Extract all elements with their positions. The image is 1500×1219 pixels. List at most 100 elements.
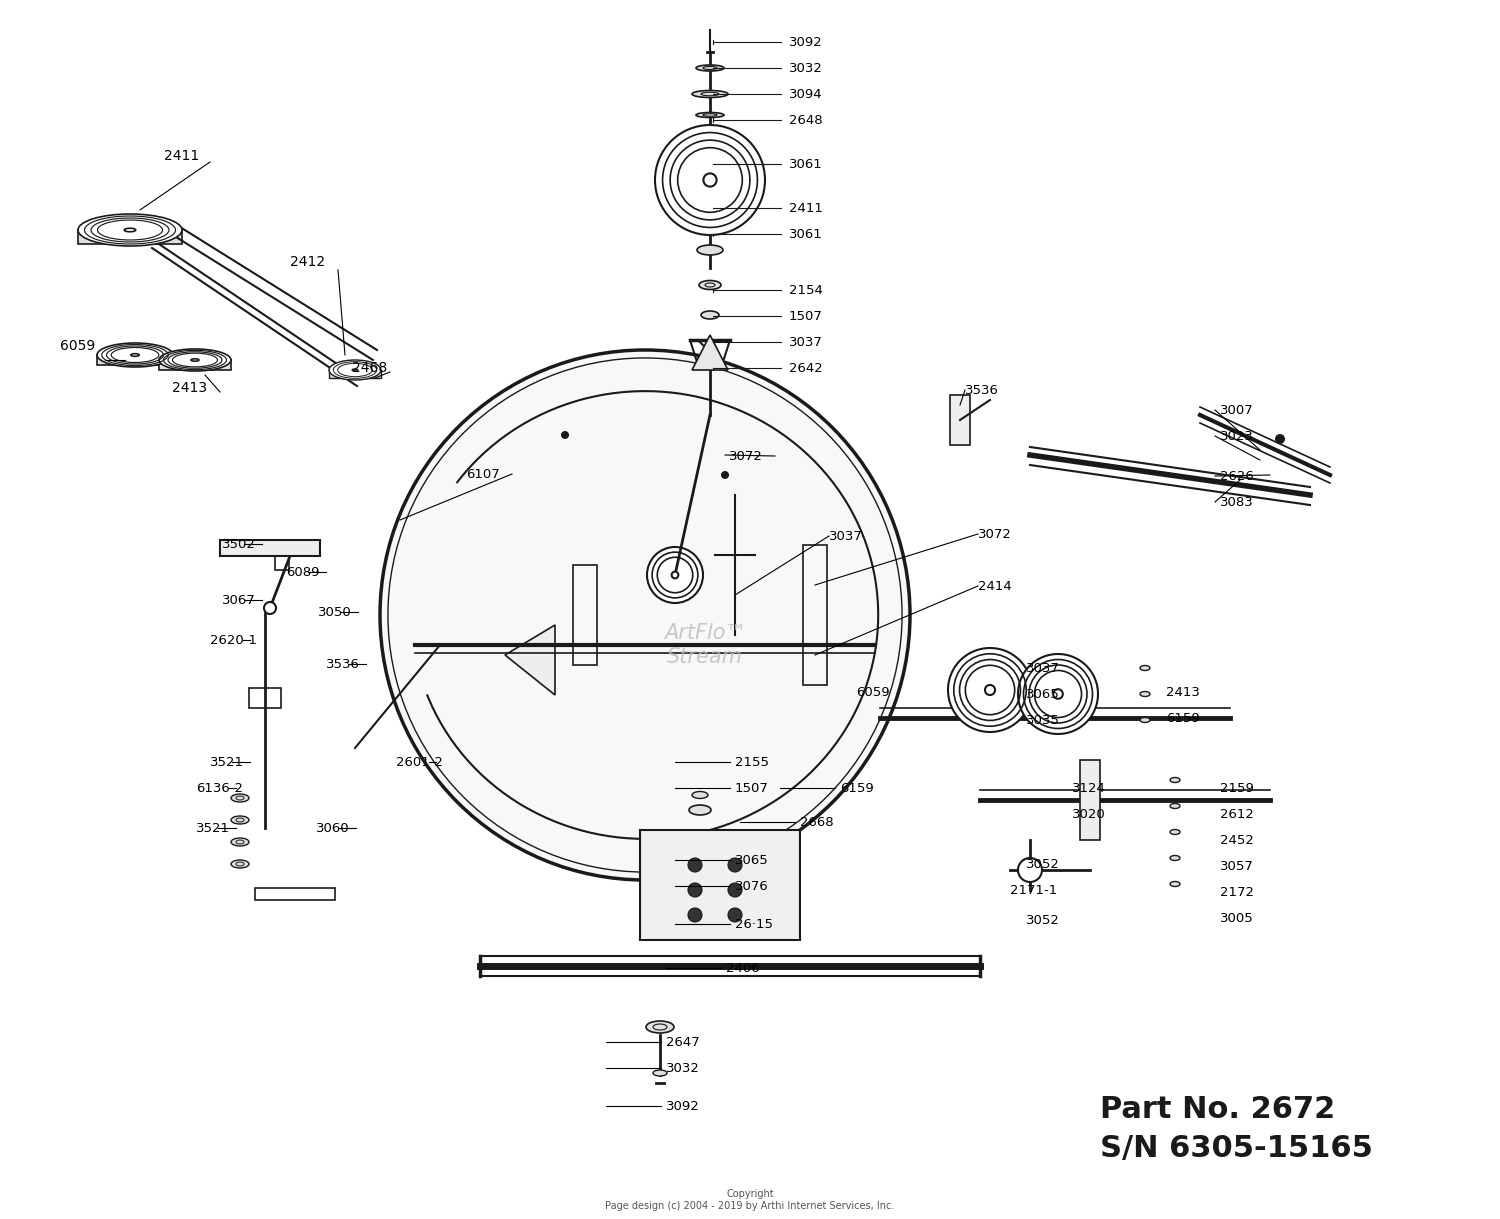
Text: 2411: 2411	[164, 149, 200, 163]
Text: 3032: 3032	[666, 1062, 700, 1074]
Text: 6059: 6059	[60, 339, 96, 354]
Text: 3536: 3536	[326, 657, 360, 670]
Polygon shape	[692, 335, 728, 371]
Polygon shape	[78, 230, 182, 244]
Text: 3035: 3035	[1026, 713, 1060, 727]
Bar	[1080, 759, 1100, 840]
Bar	[220, 540, 320, 556]
Circle shape	[728, 883, 742, 897]
Circle shape	[986, 685, 994, 695]
Text: Part No. 2672: Part No. 2672	[1100, 1096, 1335, 1124]
Ellipse shape	[231, 816, 249, 824]
Text: S/N 6305-15165: S/N 6305-15165	[1100, 1134, 1372, 1163]
Bar	[640, 830, 800, 940]
Circle shape	[672, 572, 678, 578]
Circle shape	[1053, 689, 1064, 698]
Text: 6159: 6159	[840, 781, 873, 795]
Ellipse shape	[1170, 803, 1180, 808]
Bar	[573, 564, 597, 666]
Circle shape	[656, 126, 765, 235]
Text: 2414: 2414	[978, 579, 1011, 592]
Text: 2413: 2413	[1166, 685, 1200, 698]
Text: 6159: 6159	[1166, 712, 1200, 724]
Text: 2155: 2155	[735, 756, 770, 768]
Text: 3536: 3536	[964, 384, 999, 396]
Text: 3037: 3037	[789, 335, 824, 349]
Text: 2154: 2154	[789, 284, 824, 296]
Circle shape	[688, 858, 702, 872]
Text: 3072: 3072	[978, 528, 1012, 540]
Ellipse shape	[1170, 829, 1180, 835]
Ellipse shape	[1140, 666, 1150, 670]
Text: 3067: 3067	[222, 594, 255, 607]
Text: 6059: 6059	[856, 685, 889, 698]
Text: 6136-2: 6136-2	[196, 781, 243, 795]
Text: 3124: 3124	[1072, 781, 1106, 795]
Text: 2406: 2406	[726, 962, 759, 974]
Text: 2612: 2612	[1220, 807, 1254, 820]
Text: 6107: 6107	[466, 468, 500, 480]
Ellipse shape	[1170, 778, 1180, 783]
Ellipse shape	[1140, 718, 1150, 723]
Text: 3037: 3037	[830, 529, 862, 542]
Circle shape	[728, 858, 742, 872]
Text: 3032: 3032	[789, 61, 824, 74]
Text: 3037: 3037	[1026, 662, 1060, 674]
Ellipse shape	[1170, 881, 1180, 886]
Text: 3005: 3005	[1220, 912, 1254, 924]
Ellipse shape	[652, 1070, 668, 1076]
Text: 2668: 2668	[800, 816, 834, 829]
Text: 3007: 3007	[1220, 403, 1254, 417]
Ellipse shape	[696, 65, 724, 71]
Ellipse shape	[646, 1022, 674, 1032]
Polygon shape	[506, 625, 555, 695]
Ellipse shape	[231, 794, 249, 802]
Text: 3521: 3521	[210, 756, 244, 768]
Text: 3065: 3065	[735, 853, 768, 867]
Circle shape	[704, 173, 717, 187]
Circle shape	[380, 350, 910, 880]
Ellipse shape	[700, 311, 718, 319]
Circle shape	[728, 908, 742, 922]
Ellipse shape	[352, 369, 358, 371]
Ellipse shape	[699, 280, 721, 289]
Text: 2413: 2413	[172, 382, 207, 395]
Circle shape	[1019, 858, 1042, 883]
Ellipse shape	[231, 837, 249, 846]
Circle shape	[646, 547, 704, 603]
Text: ArtFlo™
Stream: ArtFlo™ Stream	[664, 623, 746, 667]
Text: 6089: 6089	[286, 566, 320, 579]
Bar	[249, 688, 280, 708]
Text: 2412: 2412	[290, 255, 326, 269]
Ellipse shape	[130, 354, 140, 356]
Text: 3057: 3057	[1220, 859, 1254, 873]
Text: 3092: 3092	[666, 1100, 699, 1113]
Text: 3061: 3061	[789, 228, 822, 240]
Bar	[274, 556, 290, 570]
Ellipse shape	[692, 90, 728, 98]
Text: 3060: 3060	[316, 822, 350, 835]
Text: 2626: 2626	[1220, 469, 1254, 483]
Text: 2452: 2452	[1220, 834, 1254, 846]
Bar	[802, 545, 826, 685]
Text: 3083: 3083	[1220, 495, 1254, 508]
Text: 3052: 3052	[1026, 857, 1060, 870]
Text: 3072: 3072	[729, 450, 764, 462]
Text: 2411: 2411	[789, 201, 824, 215]
Text: 2647: 2647	[666, 1035, 699, 1048]
Polygon shape	[159, 360, 231, 371]
Text: 3076: 3076	[735, 879, 768, 892]
Text: 2620-1: 2620-1	[210, 634, 256, 646]
Ellipse shape	[696, 112, 724, 117]
Text: 3023: 3023	[1220, 429, 1254, 442]
Text: 3052: 3052	[1026, 913, 1060, 926]
Text: 3050: 3050	[318, 606, 351, 618]
Ellipse shape	[78, 215, 182, 246]
Text: 2642: 2642	[789, 362, 822, 374]
Ellipse shape	[688, 805, 711, 816]
Circle shape	[264, 602, 276, 614]
Text: 3020: 3020	[1072, 807, 1106, 820]
Ellipse shape	[692, 791, 708, 798]
Bar	[255, 887, 334, 900]
Text: 3061: 3061	[789, 157, 822, 171]
